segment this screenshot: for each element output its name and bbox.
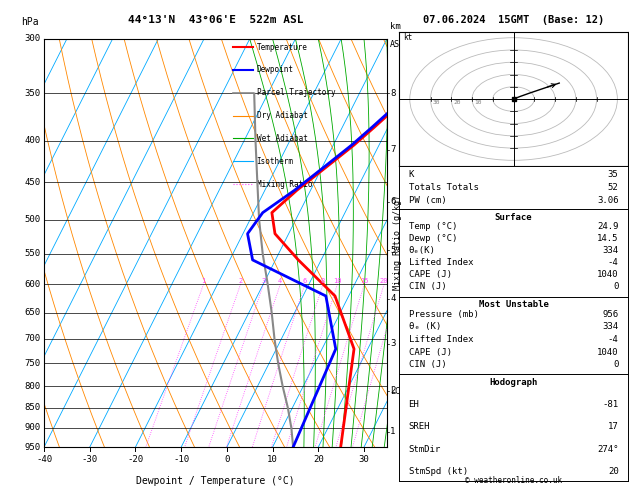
Text: 750: 750 (25, 359, 41, 368)
Text: PW (cm): PW (cm) (409, 196, 446, 205)
Text: 6: 6 (303, 278, 307, 284)
Text: 274°: 274° (597, 445, 618, 453)
Text: Mixing Ratio: Mixing Ratio (257, 180, 312, 189)
Text: 7: 7 (390, 145, 396, 154)
Text: CIN (J): CIN (J) (409, 361, 446, 369)
Text: Hodograph: Hodograph (489, 379, 538, 387)
Text: CAPE (J): CAPE (J) (409, 347, 452, 357)
Text: 350: 350 (25, 89, 41, 98)
Text: Lifted Index: Lifted Index (409, 335, 473, 344)
Text: Isotherm: Isotherm (257, 157, 294, 166)
Text: 0: 0 (224, 455, 230, 464)
Text: 334: 334 (603, 246, 618, 255)
Text: -10: -10 (173, 455, 189, 464)
Text: Mixing Ratio (g/kg): Mixing Ratio (g/kg) (393, 195, 402, 291)
Text: 10: 10 (474, 100, 482, 105)
Text: 0: 0 (613, 361, 618, 369)
Text: 850: 850 (25, 403, 41, 412)
Text: 8: 8 (321, 278, 325, 284)
Text: StmSpd (kt): StmSpd (kt) (409, 467, 468, 476)
Text: LCL: LCL (390, 387, 405, 396)
Text: 44°13'N  43°06'E  522m ASL: 44°13'N 43°06'E 522m ASL (128, 15, 303, 25)
Text: 5: 5 (390, 246, 396, 255)
Text: © weatheronline.co.uk: © weatheronline.co.uk (465, 476, 562, 485)
Text: 4: 4 (278, 278, 282, 284)
Text: 300: 300 (25, 35, 41, 43)
Text: 700: 700 (25, 334, 41, 344)
Text: Temperature: Temperature (257, 43, 308, 52)
Text: 6: 6 (390, 197, 396, 206)
Text: 20: 20 (454, 100, 461, 105)
Text: ASL: ASL (390, 40, 405, 49)
Text: 3: 3 (261, 278, 265, 284)
Text: 10: 10 (333, 278, 342, 284)
Text: Lifted Index: Lifted Index (409, 258, 473, 267)
Text: 500: 500 (25, 215, 41, 225)
Text: 3: 3 (390, 340, 396, 348)
Text: 4: 4 (390, 295, 396, 303)
Text: -4: -4 (608, 335, 618, 344)
Text: Dewp (°C): Dewp (°C) (409, 234, 457, 243)
Text: 900: 900 (25, 423, 41, 433)
Text: 07.06.2024  15GMT  (Base: 12): 07.06.2024 15GMT (Base: 12) (423, 15, 604, 25)
Text: CIN (J): CIN (J) (409, 281, 446, 291)
Text: 30: 30 (433, 100, 440, 105)
Text: Temp (°C): Temp (°C) (409, 222, 457, 231)
Text: Surface: Surface (495, 213, 532, 222)
Text: θₑ(K): θₑ(K) (409, 246, 435, 255)
Text: 1: 1 (390, 427, 396, 436)
Text: 20: 20 (380, 278, 388, 284)
Text: θₑ (K): θₑ (K) (409, 322, 441, 331)
Text: Most Unstable: Most Unstable (479, 300, 548, 309)
Text: hPa: hPa (21, 17, 39, 27)
Text: 956: 956 (603, 310, 618, 318)
Text: 550: 550 (25, 249, 41, 258)
Text: 600: 600 (25, 280, 41, 289)
Text: SREH: SREH (409, 422, 430, 431)
Text: km: km (390, 22, 401, 31)
Text: Parcel Trajectory: Parcel Trajectory (257, 88, 335, 97)
Text: 650: 650 (25, 308, 41, 317)
Text: kt: kt (404, 33, 413, 42)
Text: -20: -20 (128, 455, 143, 464)
Text: EH: EH (409, 399, 420, 409)
Text: 30: 30 (359, 455, 369, 464)
Text: Totals Totals: Totals Totals (409, 183, 479, 192)
Text: 20: 20 (608, 467, 618, 476)
Text: 20: 20 (313, 455, 324, 464)
Text: 950: 950 (25, 443, 41, 451)
Text: -30: -30 (82, 455, 97, 464)
Text: 334: 334 (603, 322, 618, 331)
Text: 10: 10 (267, 455, 278, 464)
Text: 35: 35 (608, 171, 618, 179)
Text: -81: -81 (603, 399, 618, 409)
Text: 8: 8 (390, 89, 396, 98)
Text: 15: 15 (360, 278, 369, 284)
Text: -40: -40 (36, 455, 52, 464)
Text: Dewpoint: Dewpoint (257, 66, 294, 74)
Text: K: K (409, 171, 414, 179)
Text: Dewpoint / Temperature (°C): Dewpoint / Temperature (°C) (136, 476, 295, 486)
Text: -4: -4 (608, 258, 618, 267)
Text: 2: 2 (390, 386, 396, 395)
Text: 2: 2 (238, 278, 243, 284)
Text: 24.9: 24.9 (597, 222, 618, 231)
Text: 450: 450 (25, 178, 41, 187)
Text: StmDir: StmDir (409, 445, 441, 453)
Text: Wet Adiabat: Wet Adiabat (257, 134, 308, 143)
Text: CAPE (J): CAPE (J) (409, 270, 452, 278)
Text: 400: 400 (25, 136, 41, 145)
Text: 17: 17 (608, 422, 618, 431)
Text: 1040: 1040 (597, 270, 618, 278)
Text: 14.5: 14.5 (597, 234, 618, 243)
Text: 1040: 1040 (597, 347, 618, 357)
Text: 3.06: 3.06 (597, 196, 618, 205)
Text: Dry Adiabat: Dry Adiabat (257, 111, 308, 120)
Text: 0: 0 (613, 281, 618, 291)
Text: 52: 52 (608, 183, 618, 192)
Text: Pressure (mb): Pressure (mb) (409, 310, 479, 318)
Text: 800: 800 (25, 382, 41, 391)
Text: 1: 1 (201, 278, 206, 284)
